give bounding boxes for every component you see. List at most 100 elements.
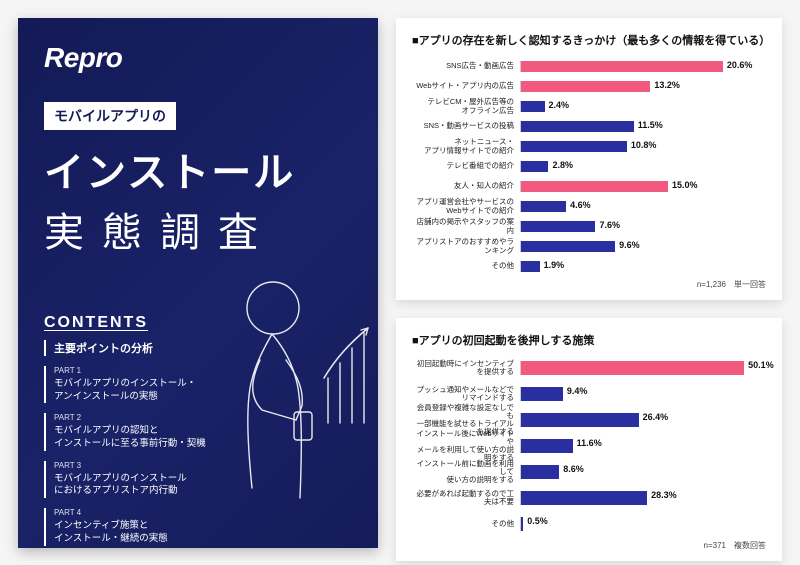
bar-row: アプリストアのおすすめやランキング 9.6%: [412, 238, 766, 255]
bar-category: 店舗内の掲示やスタッフの案内: [412, 218, 520, 235]
bar-fill: [521, 517, 523, 531]
chart1-rows: SNS広告・動画広告 20.6% Webサイト・アプリ内の広告 13.2% テレビCM・…: [412, 58, 766, 275]
chart-title: ■アプリの初回起動を後押しする施策: [412, 332, 766, 348]
bar-track: 20.6%: [520, 61, 766, 72]
bar-row: その他 0.5%: [412, 514, 766, 534]
bar-row: 友人・知人の紹介 15.0%: [412, 178, 766, 195]
bar-value: 9.6%: [619, 240, 640, 250]
bar-fill: [521, 101, 545, 112]
bar-value: 1.9%: [544, 260, 565, 270]
bar-fill: [521, 181, 668, 192]
bar-row: 必要があれば起動するので工夫は不要 28.3%: [412, 488, 766, 508]
bar-value: 28.3%: [651, 490, 677, 500]
bar-value: 0.5%: [527, 516, 548, 526]
bar-row: アプリ運営会社やサービスの Webサイトでの紹介 4.6%: [412, 198, 766, 215]
bar-row: テレビ番組での紹介2.8%: [412, 158, 766, 175]
bar-row: インストール後にWebサイトや メールを利用して使い方の説明をする11.6%: [412, 436, 766, 456]
bar-row: Webサイト・アプリ内の広告 13.2%: [412, 78, 766, 95]
bar-fill: [521, 221, 595, 232]
bar-value: 8.6%: [563, 464, 584, 474]
bar-track: 15.0%: [520, 181, 766, 192]
cover-subtitle: モバイルアプリの: [44, 102, 176, 130]
bar-fill: [521, 361, 744, 375]
bar-value: 13.2%: [654, 80, 680, 90]
bar-row: インストール前に動画を利用して 使い方の説明をする 8.6%: [412, 462, 766, 482]
bar-category: インストール後にWebサイトや メールを利用して使い方の説明をする: [412, 430, 520, 463]
bar-track: 28.3%: [520, 491, 766, 505]
bar-fill: [521, 413, 639, 427]
bar-row: 初回起動時にインセンティブを提供する50.1%: [412, 358, 766, 378]
bar-category: SNS・動画サービスの投稿: [412, 122, 520, 130]
bar-value: 9.4%: [567, 386, 588, 396]
logo: Repro: [44, 42, 352, 74]
bar-track: 9.6%: [520, 241, 766, 252]
bar-category: アプリストアのおすすめやランキング: [412, 238, 520, 255]
bar-row: 会員登録や複雑な設定なしでも 一部機能を試せるトライアルを提供する26.4%: [412, 410, 766, 430]
person-illustration: [168, 248, 378, 528]
bar-category: 友人・知人の紹介: [412, 182, 520, 190]
bar-track: 4.6%: [520, 201, 766, 212]
bar-fill: [521, 81, 650, 92]
bar-track: 8.6%: [520, 465, 766, 479]
bar-value: 4.6%: [570, 200, 591, 210]
bar-fill: [521, 201, 566, 212]
bar-fill: [521, 387, 563, 401]
chart-footnote: n=371 複数回答: [412, 540, 766, 551]
charts-column: ■アプリの存在を新しく認知するきっかけ（最も多くの情報を得ている） SNS広告・…: [396, 18, 782, 547]
bar-value: 2.8%: [552, 160, 573, 170]
bar-track: 26.4%: [520, 413, 766, 427]
chart-first-launch: ■アプリの初回起動を後押しする施策 初回起動時にインセンティブを提供する50.1…: [396, 318, 782, 561]
bar-row: テレビCM・屋外広告等の オフライン広告 2.4%: [412, 98, 766, 115]
bar-track: 2.4%: [520, 101, 766, 112]
bar-fill: [521, 141, 627, 152]
bar-value: 26.4%: [643, 412, 669, 422]
bar-fill: [521, 491, 647, 505]
chart-title: ■アプリの存在を新しく認知するきっかけ（最も多くの情報を得ている）: [412, 32, 766, 48]
bar-category: インストール前に動画を利用して 使い方の説明をする: [412, 460, 520, 485]
bar-category: 初回起動時にインセンティブを提供する: [412, 360, 520, 377]
bar-row: SNS広告・動画広告 20.6%: [412, 58, 766, 75]
bar-category: プッシュ通知やメールなどで リマインドする: [412, 386, 520, 403]
bar-category: その他: [412, 262, 520, 270]
bar-value: 11.6%: [577, 438, 602, 448]
bar-value: 2.4%: [549, 100, 570, 110]
bar-track: 7.6%: [520, 221, 766, 232]
bar-category: アプリ運営会社やサービスの Webサイトでの紹介: [412, 198, 520, 215]
bar-value: 10.8%: [631, 140, 657, 150]
bar-category: テレビCM・屋外広告等の オフライン広告: [412, 98, 520, 115]
bar-fill: [521, 261, 540, 272]
chart-footnote: n=1,236 単一回答: [412, 279, 766, 290]
bar-value: 15.0%: [672, 180, 698, 190]
bar-category: SNS広告・動画広告: [412, 62, 520, 70]
bar-fill: [521, 465, 559, 479]
bar-track: 50.1%: [520, 361, 766, 375]
bar-category: 必要があれば起動するので工夫は不要: [412, 490, 520, 507]
bar-value: 20.6%: [727, 60, 753, 70]
bar-track: 9.4%: [520, 387, 766, 401]
bar-fill: [521, 61, 723, 72]
bar-category: Webサイト・アプリ内の広告: [412, 82, 520, 90]
bar-track: 0.5%: [520, 517, 766, 531]
bar-track: 2.8%: [520, 161, 766, 172]
cover-title-line1: インストール: [44, 140, 352, 198]
bar-value: 11.5%: [638, 120, 663, 130]
bar-row: 店舗内の掲示やスタッフの案内 7.6%: [412, 218, 766, 235]
report-cover: Repro モバイルアプリの インストール 実態調査 CONTENTS 主要ポイ…: [18, 18, 378, 548]
bar-fill: [521, 439, 573, 453]
bar-row: プッシュ通知やメールなどで リマインドする 9.4%: [412, 384, 766, 404]
bar-row: SNS・動画サービスの投稿 11.5%: [412, 118, 766, 135]
bar-row: ネットニュース・ アプリ情報サイトでの紹介 10.8%: [412, 138, 766, 155]
bar-track: 10.8%: [520, 141, 766, 152]
bar-category: その他: [412, 520, 520, 528]
bar-track: 11.5%: [520, 121, 766, 132]
bar-value: 7.6%: [599, 220, 620, 230]
bar-fill: [521, 121, 634, 132]
bar-track: 13.2%: [520, 81, 766, 92]
chart-awareness: ■アプリの存在を新しく認知するきっかけ（最も多くの情報を得ている） SNS広告・…: [396, 18, 782, 300]
bar-track: 11.6%: [520, 439, 766, 453]
bar-fill: [521, 241, 615, 252]
bar-row: その他 1.9%: [412, 258, 766, 275]
bar-fill: [521, 161, 548, 172]
bar-category: ネットニュース・ アプリ情報サイトでの紹介: [412, 138, 520, 155]
bar-value: 50.1%: [748, 360, 774, 370]
